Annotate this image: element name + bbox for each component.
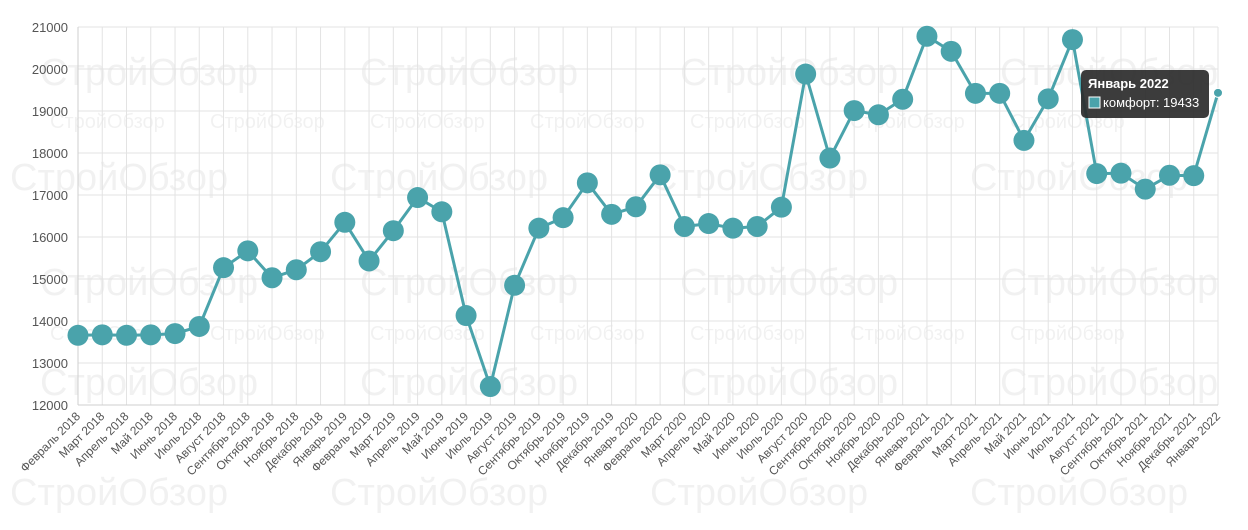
- watermark-text: СтройОбзор: [680, 262, 898, 304]
- data-point: [310, 241, 332, 263]
- y-tick-label: 15000: [32, 272, 68, 287]
- data-point: [964, 82, 986, 104]
- y-tick-label: 17000: [32, 188, 68, 203]
- watermark-text: СтройОбзор: [1000, 362, 1218, 404]
- y-tick-label: 12000: [32, 398, 68, 413]
- watermark-text: СтройОбзор: [1010, 323, 1125, 345]
- data-point: [431, 201, 453, 223]
- watermark-text: СтройОбзор: [970, 157, 1188, 199]
- data-point: [916, 25, 938, 47]
- watermark-text: СтройОбзор: [10, 472, 228, 514]
- data-point: [649, 164, 671, 186]
- data-point: [237, 240, 259, 262]
- data-point: [188, 315, 210, 337]
- data-point: [892, 88, 914, 110]
- watermark-text: СтройОбзор: [360, 52, 578, 94]
- y-axis: 12000 13000 14000 15000 16000 17000 18000 19000…: [32, 20, 68, 413]
- watermark-text: СтройОбзор: [370, 323, 485, 345]
- data-point: [552, 207, 574, 229]
- watermark-text: СтройОбзор: [40, 362, 258, 404]
- watermark-text: СтройОбзор: [690, 111, 805, 133]
- data-point: [625, 196, 647, 218]
- data-point: [479, 376, 501, 398]
- y-tick-label: 14000: [32, 314, 68, 329]
- data-point: [213, 257, 235, 279]
- data-point: [528, 217, 550, 239]
- data-point: [673, 216, 695, 237]
- data-point: [382, 220, 404, 242]
- watermark-text: СтройОбзор: [50, 111, 165, 133]
- data-point: [867, 104, 889, 126]
- y-tick-label: 20000: [32, 62, 68, 77]
- data-point: [746, 216, 768, 237]
- data-point: [1037, 88, 1059, 110]
- data-point: [989, 82, 1011, 104]
- data-point: [334, 211, 356, 233]
- data-point: [67, 324, 89, 346]
- data-point: [455, 305, 477, 327]
- watermark-text: СтройОбзор: [360, 362, 578, 404]
- data-point: [1013, 129, 1035, 151]
- data-point: [843, 100, 865, 122]
- data-point: [1086, 163, 1108, 185]
- data-point: [1183, 165, 1205, 187]
- tooltip-value: комфорт: 19433: [1103, 95, 1199, 110]
- watermark-text: СтройОбзор: [690, 323, 805, 345]
- watermark-text: СтройОбзор: [650, 472, 868, 514]
- data-point: [1158, 164, 1180, 186]
- tooltip-swatch: [1088, 96, 1101, 109]
- data-point: [91, 324, 113, 346]
- watermark-text: СтройОбзор: [680, 52, 898, 94]
- data-point: [1213, 87, 1223, 98]
- data-point: [770, 196, 792, 218]
- y-tick-label: 16000: [32, 230, 68, 245]
- watermark-text: СтройОбзор: [370, 111, 485, 133]
- data-point: [285, 259, 307, 281]
- y-tick-label: 13000: [32, 356, 68, 371]
- tooltip: Январь 2022 комфорт: 19433: [1081, 70, 1209, 118]
- watermark-text: СтройОбзор: [210, 111, 325, 133]
- tooltip-title: Январь 2022: [1088, 76, 1169, 91]
- y-tick-label: 18000: [32, 146, 68, 161]
- watermark-text: СтройОбзор: [1000, 262, 1218, 304]
- watermark-text: СтройОбзор: [330, 472, 548, 514]
- series-points: [67, 25, 1223, 398]
- watermark-text: СтройОбзор: [10, 157, 228, 199]
- y-tick-label: 21000: [32, 20, 68, 35]
- watermark-text: СтройОбзор: [970, 472, 1188, 514]
- data-point: [164, 323, 186, 345]
- data-point: [1061, 29, 1083, 51]
- y-tick-label: 19000: [32, 104, 68, 119]
- watermark-text: СтройОбзор: [40, 52, 258, 94]
- data-point: [407, 187, 429, 209]
- data-point: [940, 40, 962, 62]
- watermark-text: СтройОбзор: [210, 323, 325, 345]
- watermark-text: СтройОбзор: [330, 157, 548, 199]
- data-point: [1134, 178, 1156, 200]
- data-point: [819, 147, 841, 169]
- data-point: [358, 250, 380, 272]
- data-point: [140, 324, 162, 346]
- data-point: [601, 203, 623, 225]
- data-point: [722, 217, 744, 239]
- data-point: [261, 267, 283, 289]
- data-point: [698, 213, 720, 235]
- tooltip-box: [1081, 70, 1209, 118]
- watermark-text: СтройОбзор: [680, 362, 898, 404]
- data-point: [116, 324, 138, 346]
- data-point: [795, 63, 817, 85]
- data-point: [576, 172, 598, 194]
- watermark-text: СтройОбзор: [850, 323, 965, 345]
- data-point: [504, 274, 526, 296]
- data-point: [1110, 162, 1132, 184]
- chart-grid: [77, 26, 1219, 406]
- watermark-text: СтройОбзор: [360, 262, 578, 304]
